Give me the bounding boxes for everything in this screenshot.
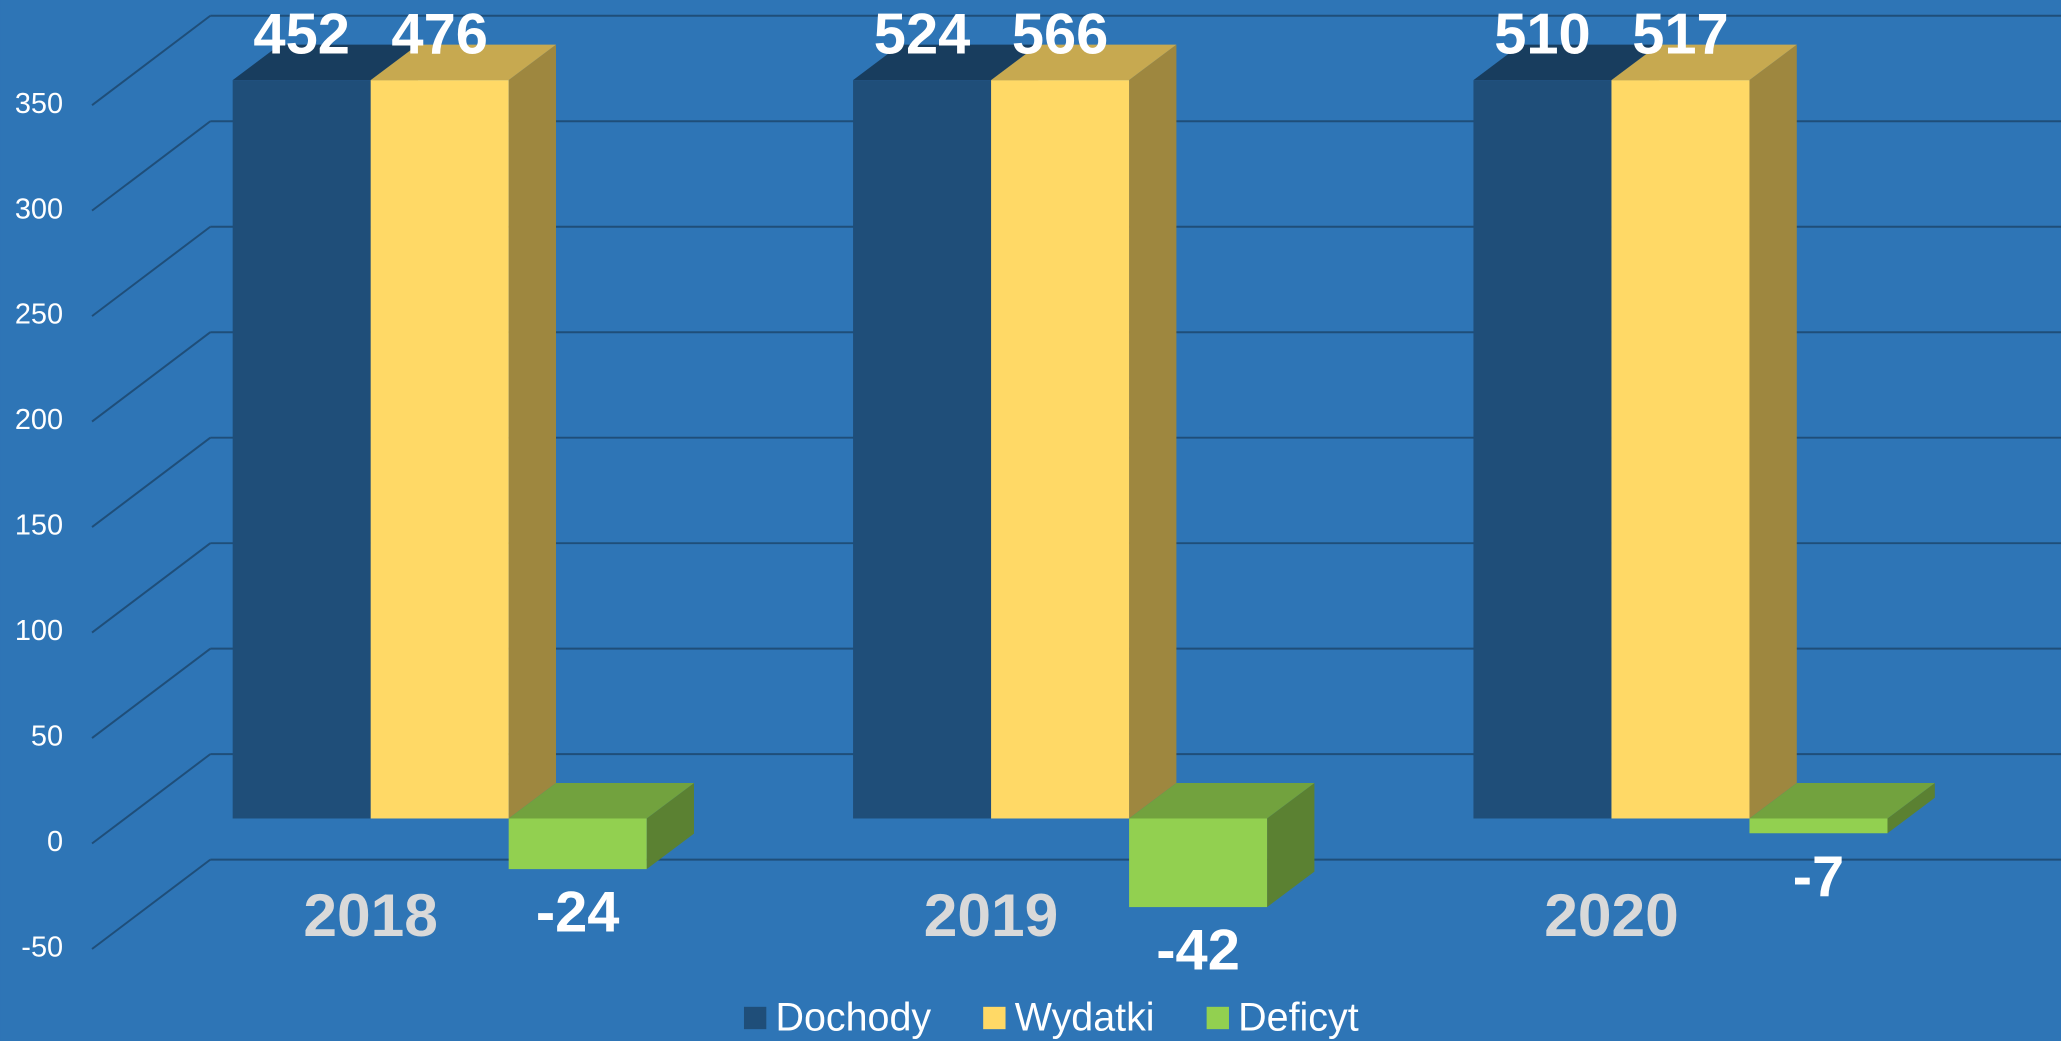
bar-front xyxy=(991,80,1130,819)
value-label: 510 xyxy=(1494,2,1590,66)
bar-side xyxy=(1267,782,1315,908)
y-tick-label: 0 xyxy=(47,826,63,858)
bar-front xyxy=(1473,80,1612,819)
value-label: -24 xyxy=(536,881,620,945)
grid-line-depth xyxy=(91,858,211,950)
bar xyxy=(1611,44,1797,819)
y-tick-label: 150 xyxy=(15,510,63,542)
x-tick-label: 2020 xyxy=(1544,881,1679,949)
y-tick-label: -50 xyxy=(21,932,63,964)
grid-line-depth xyxy=(91,14,211,106)
bar-front xyxy=(853,80,992,819)
bar-top xyxy=(853,44,1039,81)
grid-line-depth xyxy=(91,542,211,634)
bar-front xyxy=(1129,818,1268,908)
x-tick-label: 2019 xyxy=(924,881,1059,949)
bar-front xyxy=(1749,818,1888,834)
grid-line-depth xyxy=(91,331,211,423)
bar-side xyxy=(1887,782,1935,834)
bar xyxy=(1749,782,1935,834)
bar-front xyxy=(370,80,509,819)
bar-side xyxy=(1129,44,1177,819)
y-tick-label: 300 xyxy=(15,193,63,225)
bar-front xyxy=(1611,80,1750,819)
grid-line-depth xyxy=(91,120,211,212)
legend-label: Wydatki xyxy=(1015,995,1155,1039)
y-tick-label: 250 xyxy=(15,299,63,331)
value-label: -7 xyxy=(1793,845,1844,909)
grid-line-depth xyxy=(91,753,211,845)
bar-top xyxy=(1749,782,1935,819)
legend-swatch xyxy=(983,1006,1006,1030)
bar-front xyxy=(232,80,371,819)
legend-label: Deficyt xyxy=(1238,995,1359,1039)
legend-swatch xyxy=(1206,1006,1229,1030)
bar-top xyxy=(1611,44,1797,81)
grid-line-depth xyxy=(91,225,211,317)
bar-front xyxy=(508,818,647,870)
bar-side xyxy=(1749,44,1797,819)
bar-side xyxy=(508,44,557,819)
legend-swatch xyxy=(743,1006,767,1030)
x-tick-label: 2018 xyxy=(303,881,437,949)
bar xyxy=(1129,782,1315,908)
y-tick-label: 200 xyxy=(15,404,63,436)
value-label: 517 xyxy=(1632,2,1728,66)
grid-line-depth xyxy=(91,436,211,528)
value-label: 524 xyxy=(874,2,970,66)
bar-top xyxy=(991,44,1177,81)
y-tick-label: 100 xyxy=(15,615,63,647)
value-label: 566 xyxy=(1012,2,1108,66)
bar xyxy=(991,44,1177,819)
bar-top xyxy=(370,44,557,81)
y-tick-label: 350 xyxy=(15,88,63,120)
y-tick-label: 50 xyxy=(31,721,63,753)
bar xyxy=(370,44,557,819)
bar xyxy=(508,782,695,870)
value-label: 476 xyxy=(391,2,487,66)
value-label: -42 xyxy=(1156,919,1240,983)
bar-top xyxy=(232,44,418,81)
bar-top xyxy=(1129,782,1315,819)
bar-top xyxy=(508,782,695,819)
legend-label: Dochody xyxy=(776,995,932,1039)
grid-line-depth xyxy=(91,647,211,739)
bar-side xyxy=(646,782,695,870)
bar-top xyxy=(1473,44,1659,81)
value-label: 452 xyxy=(253,2,349,66)
